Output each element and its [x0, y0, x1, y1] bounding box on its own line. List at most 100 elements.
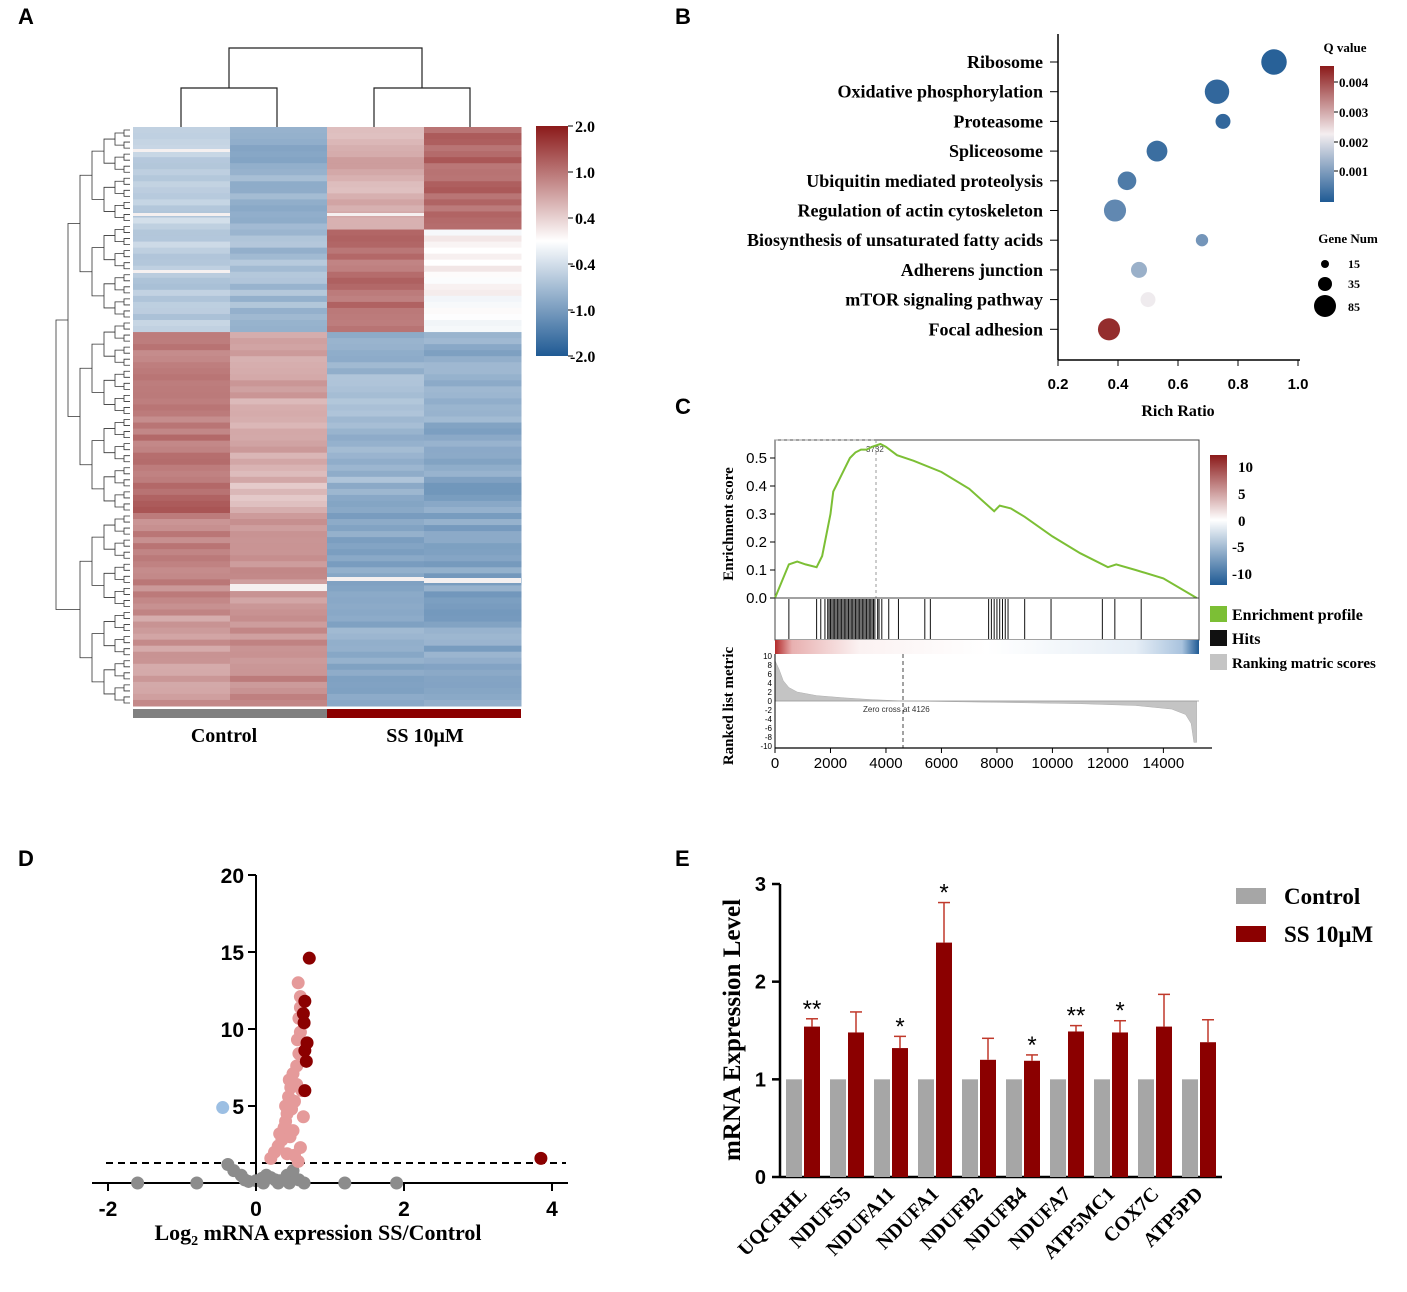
dendrogram-branch: [123, 177, 130, 185]
bar-ss: [1200, 1042, 1216, 1177]
heatmap-cell: [327, 380, 425, 387]
gene-point-top: [298, 1044, 312, 1058]
bar-control: [918, 1079, 934, 1177]
heatmap-cell: [230, 241, 328, 249]
dendrogram-branch: [123, 455, 130, 463]
heatmap-cell: [133, 549, 231, 556]
heatmap-cell: [230, 295, 328, 303]
heatmap-cell: [133, 289, 231, 297]
heatmap-cell: [133, 428, 231, 436]
b-x-tick-label: 1.0: [1288, 376, 1309, 393]
dendrogram-branch: [79, 367, 92, 466]
heatmap-cell: [230, 338, 328, 345]
heatmap-cell: [327, 440, 425, 448]
heatmap-cell: [133, 699, 231, 707]
heatmap-cell: [424, 356, 522, 363]
heatmap-cell: [133, 627, 231, 635]
dendrogram-branch: [123, 382, 130, 390]
heatmap-cell: [424, 422, 522, 430]
pathway-bubbles: [1097, 49, 1287, 341]
bar-control: [1006, 1079, 1022, 1177]
heatmap-cell: [133, 404, 231, 411]
heatmap-cell: [133, 615, 231, 623]
dendrogram-branch: [114, 639, 124, 653]
heatmap-cell: [327, 307, 425, 315]
heatmap-cell: [133, 537, 231, 544]
heatmap-cell: [230, 332, 328, 339]
heatmap-cell: [133, 446, 231, 454]
es-y-ticks: 0.5 0.4 0.3 0.2 0.1 0.0: [746, 450, 775, 607]
pathway-bubble: [1146, 140, 1168, 162]
dendrogram-branch: [123, 515, 130, 523]
heatmap-cell: [230, 133, 328, 140]
heatmap-cell: [424, 513, 522, 520]
dendrogram-branch: [103, 476, 115, 502]
bar-ss: [980, 1059, 996, 1177]
dendrogram-branch: [123, 334, 130, 342]
heatmap-cell: [230, 193, 328, 200]
heatmap-cell: [133, 145, 231, 152]
heatmap-cell: [133, 591, 231, 598]
dendrogram-branch: [123, 274, 130, 282]
d-x-tick-label: -2: [99, 1198, 118, 1221]
gene-point-nonsignificant: [190, 1176, 204, 1190]
gene-point-top: [296, 1007, 310, 1021]
dendrogram-branch: [123, 539, 130, 547]
heatmap-cell: [424, 368, 522, 375]
es-plot-frame: [774, 439, 1200, 599]
heatmap-cell: [133, 223, 231, 231]
heatmap-cell: [133, 452, 231, 460]
heatmap-cell: [133, 283, 231, 291]
bar-ss: [892, 1048, 908, 1177]
heatmap-cell: [424, 133, 522, 140]
e-y-tick-label: 2: [755, 972, 766, 994]
dendrogram-branch: [123, 370, 130, 378]
dendrogram-branch: [103, 428, 115, 454]
heatmap-cell: [424, 446, 522, 454]
d-y-tick-label: 5: [232, 1096, 244, 1119]
ranking-metric-area: [774, 660, 1197, 743]
heatmap-cell: [424, 199, 522, 206]
heatmap-cell: [327, 187, 425, 194]
heatmap-cell: [424, 157, 522, 164]
heatmap-cell: [424, 537, 522, 544]
c-x-ticks: 0 2000 4000 6000 8000 10000 12000 14000: [771, 748, 1184, 772]
heatmap-cell: [230, 440, 328, 448]
heatmap-cell: [327, 452, 425, 460]
heatmap-cell: [230, 380, 328, 387]
dendrogram-branch: [123, 250, 130, 258]
heatmap-cell: [424, 235, 522, 243]
e-y-tick-label: 3: [755, 874, 766, 896]
heatmap-cell: [424, 500, 522, 508]
dendrogram-branch: [114, 373, 124, 387]
dendrogram-branch: [123, 153, 130, 161]
group-bar-control: [133, 709, 327, 718]
bar-control: [1050, 1079, 1066, 1177]
pathway-label: Ubiquitin mediated proteolysis: [806, 171, 1043, 191]
heatmap-cell: [133, 500, 231, 508]
heatmap-cell: [230, 247, 328, 255]
heatmap-colorbar: [536, 126, 568, 356]
dendrogram-branch: [79, 174, 92, 273]
heatmap-cell: [327, 229, 425, 237]
dendrogram-branch: [123, 467, 130, 475]
heatmap-cell: [133, 573, 231, 580]
heatmap-cell: [424, 350, 522, 357]
es-y-tick-label: 0.1: [746, 562, 767, 579]
gene-point-top: [534, 1151, 548, 1165]
heatmap-cell: [424, 163, 522, 170]
heatmap-cell: [230, 470, 328, 478]
dendrogram-branch: [114, 422, 124, 435]
dendrogram-branch: [123, 503, 130, 511]
heatmap-cell: [327, 657, 425, 665]
bar-ss: [848, 1032, 864, 1177]
heatmap-cell: [424, 687, 522, 695]
heatmap-cell: [133, 199, 231, 206]
heatmap-cell: [133, 422, 231, 430]
panel-label-a: A: [18, 4, 34, 29]
size-legend-label: 85: [1348, 300, 1360, 314]
heatmap-cell: [424, 313, 522, 321]
d-x-tick-label: 0: [250, 1198, 262, 1221]
heatmap-cell: [230, 175, 328, 182]
